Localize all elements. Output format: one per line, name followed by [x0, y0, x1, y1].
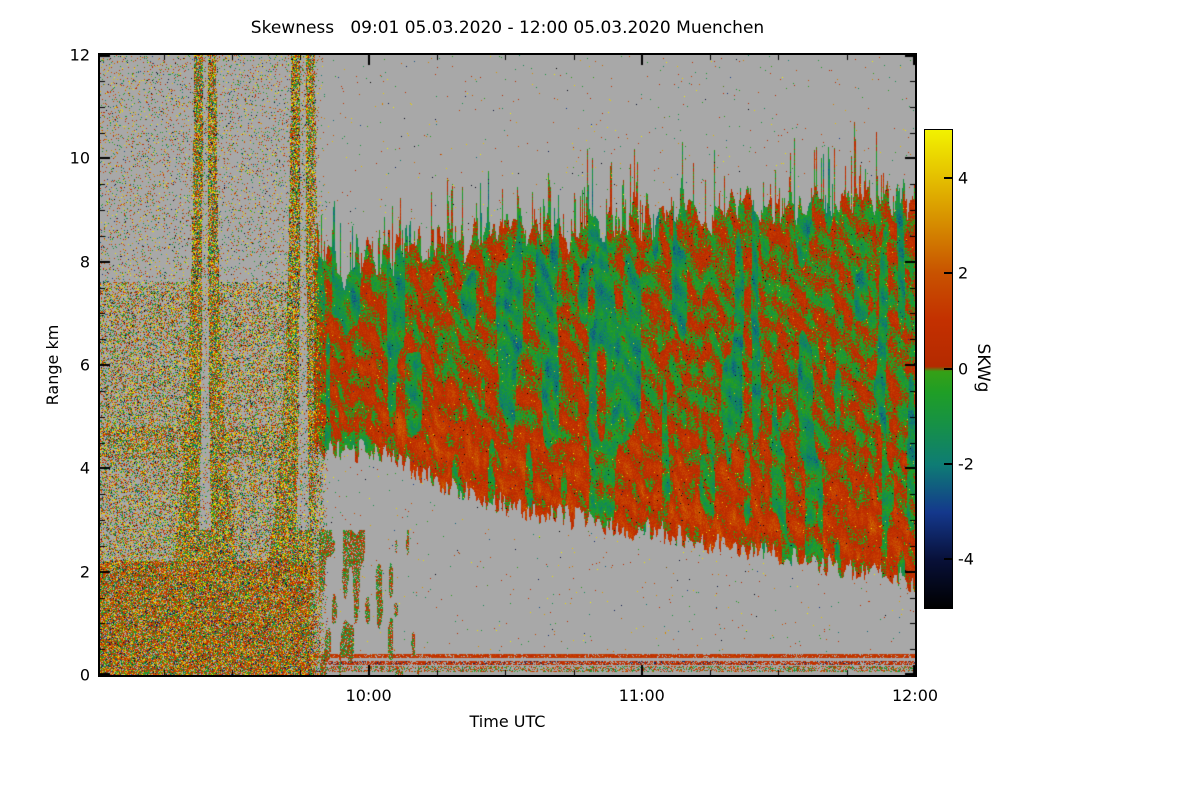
y-tick-label: 0 [79, 665, 90, 685]
plot-title: Skewness 09:01 05.03.2020 - 12:00 05.03.… [250, 18, 765, 38]
colorbar-tick-mark [944, 367, 952, 370]
y-tick-label: 10 [69, 148, 90, 168]
x-tick-label: 12:00 [891, 686, 939, 705]
heatmap-canvas [100, 55, 915, 675]
y-tick-label: 4 [79, 458, 90, 478]
y-tick-label: 12 [69, 45, 90, 65]
colorbar-tick-label: 4 [958, 168, 969, 188]
colorbar-tick-mark [944, 558, 952, 561]
x-tick-label: 10:00 [345, 686, 392, 705]
colorbar-tick-mark [944, 176, 952, 179]
colorbar-tick-mark [944, 462, 952, 465]
y-tick-label: 2 [79, 562, 90, 582]
colorbar-tick-label: -4 [958, 549, 974, 569]
colorbar-tick-mark [944, 272, 952, 275]
x-axis-label: Time UTC [469, 712, 546, 731]
x-tick-label: 11:00 [618, 686, 665, 705]
colorbar-label: SKWg [973, 343, 993, 393]
y-tick-label: 6 [79, 355, 90, 375]
colorbar-tick-label: 0 [958, 359, 969, 378]
plot-frame [98, 53, 917, 677]
y-tick-label: 8 [79, 252, 90, 272]
colorbar-tick-label: -2 [958, 454, 974, 474]
colorbar-tick-label: 2 [958, 263, 969, 283]
